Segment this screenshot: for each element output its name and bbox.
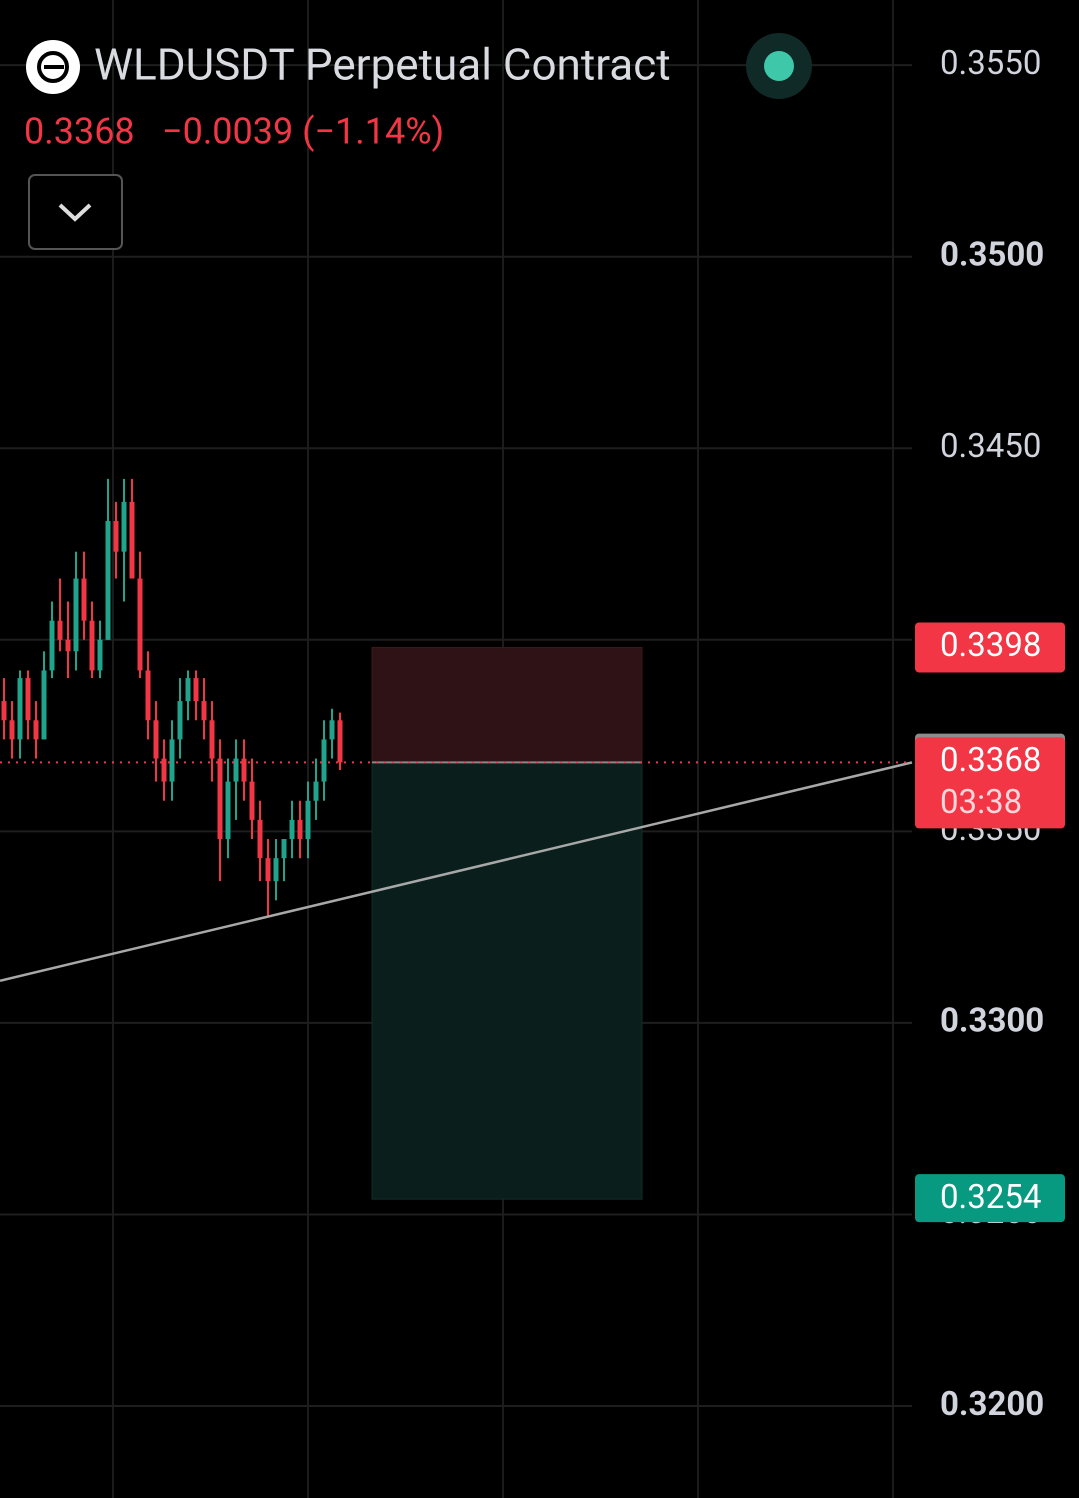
chevron-icon [58,203,92,222]
candle-body [49,620,55,671]
candle-body [337,720,343,763]
candle-body [289,819,295,840]
candle-body [145,670,151,721]
candle-body [121,501,127,552]
trend-line [0,761,913,983]
status-dot [764,51,794,81]
plot: 0.35500.35000.34500.34000.33500.33000.32… [0,44,1065,1424]
target-label: 0.3254 [940,1178,1041,1217]
candle-body [57,620,63,640]
candle-body [201,701,207,721]
candle-body [209,720,215,759]
y-tick-label: 0.3450 [940,427,1041,466]
stop-zone [371,646,643,763]
candle-body [97,639,103,671]
candle-body [185,678,191,702]
y-tick-label: 0.3550 [940,44,1041,83]
candle-body [153,720,159,759]
target-zone [371,761,643,1200]
candle-body [305,800,311,840]
stop-label: 0.3398 [940,626,1041,665]
candle-body [113,521,119,552]
collapse-button[interactable] [28,174,123,250]
candle-body [161,758,167,782]
candle-body [17,678,23,740]
header: WLDUSDT Perpetual Contract 0.3368 −0.003… [24,33,812,250]
candle-body [177,701,183,740]
candle-body [329,720,335,740]
candle-body [137,578,143,671]
candle-body [89,620,95,671]
y-tick-label: 0.3200 [940,1385,1044,1424]
stop-label-box [915,622,1065,673]
candle-body [73,578,79,652]
candle-body [25,678,31,721]
y-tick-label: 0.3500 [940,235,1044,274]
candle-body [321,739,327,782]
candle-body [1,701,7,721]
y-tick-label: 0.3300 [940,1002,1044,1041]
candle-body [297,819,303,840]
candle-body [169,739,175,782]
candle-body [241,758,247,782]
price-change: −0.0039 (−1.14%) [162,111,444,153]
candle-body [225,781,231,840]
current-price-label-box [915,737,1065,829]
candle-body [273,858,279,882]
candle-body [105,521,111,640]
candle-body [265,858,271,882]
candle-body [249,781,255,820]
candle-body [81,578,87,621]
symbol-title: WLDUSDT Perpetual Contract [94,39,671,91]
candle-body [257,819,263,859]
candle-body [217,758,223,840]
candle-body [193,678,199,702]
candle-body [281,839,287,859]
candle-body [313,781,319,801]
target-label-box [915,1174,1065,1223]
candle-body [9,720,15,740]
candle-body [233,758,239,782]
candle-body [41,670,47,740]
candle-body [65,639,71,652]
candle-body [33,720,39,740]
current-price-label: 0.3368 [940,741,1041,780]
candle-body [129,501,135,579]
last-price: 0.3368 [24,111,135,153]
countdown: 03:38 [940,783,1022,822]
coin-icon-ring [37,51,69,83]
